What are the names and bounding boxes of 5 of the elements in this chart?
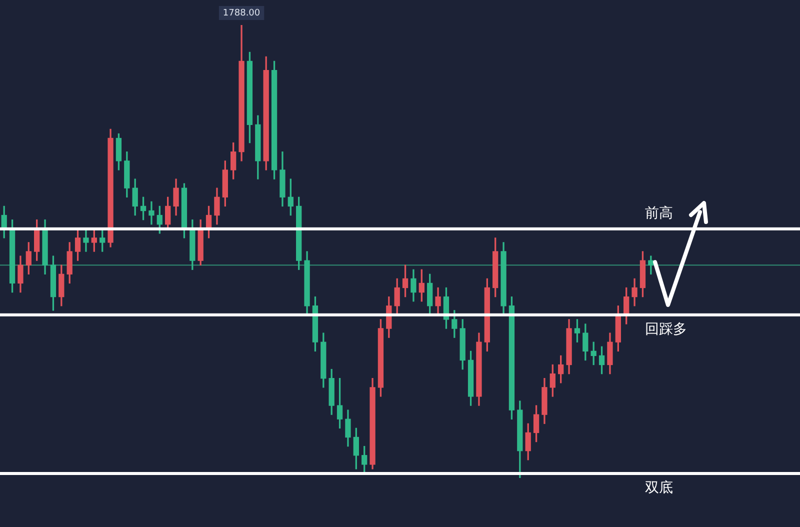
legend-label: 前高: [645, 205, 673, 222]
text: 1788.00: [222, 8, 260, 18]
candlestick: [148, 201, 154, 225]
ref-line-label: 双底: [645, 480, 673, 496]
ref-line-label: 回踩多: [645, 322, 687, 338]
